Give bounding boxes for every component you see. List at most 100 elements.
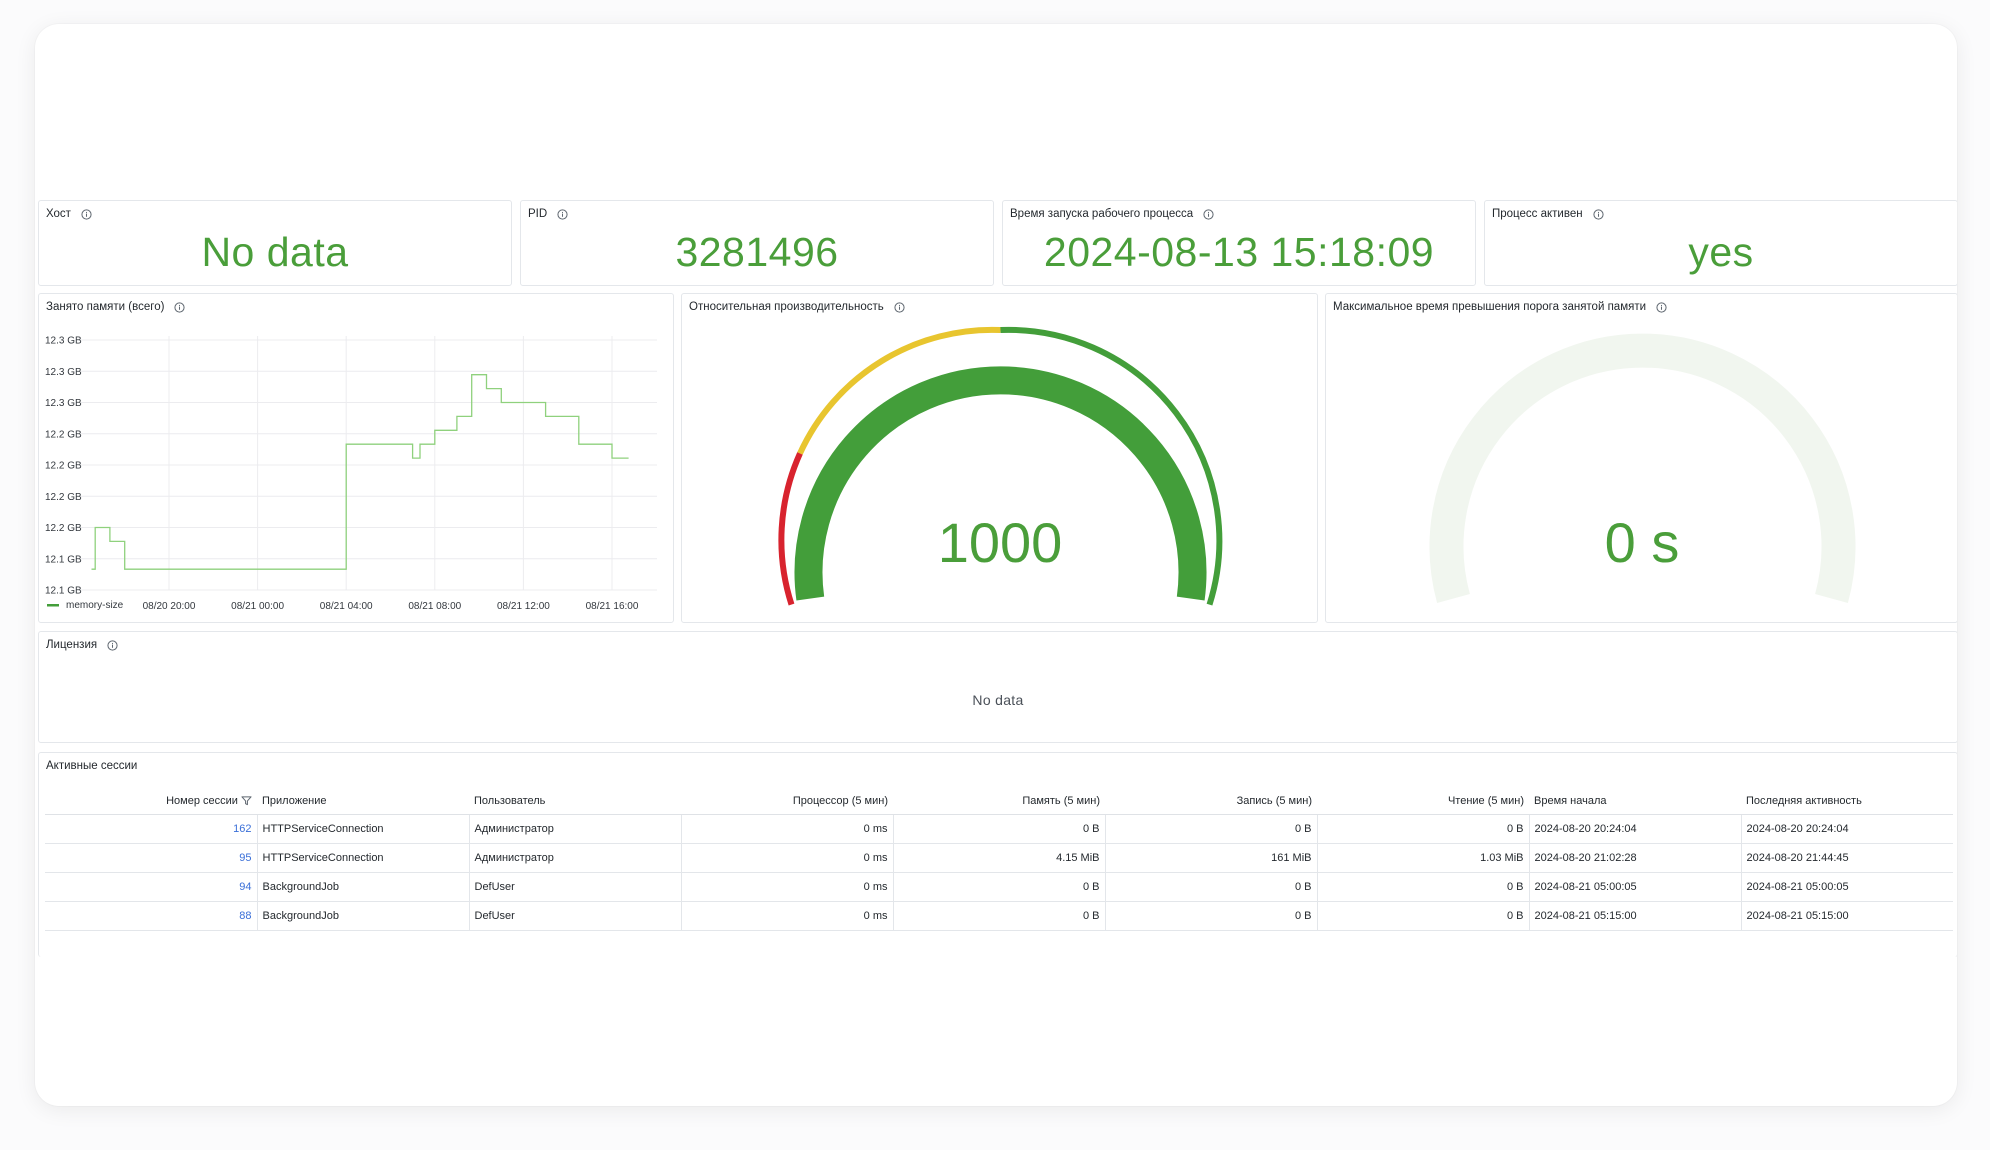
cell-cpu: 0 ms bbox=[681, 872, 894, 902]
cell-last-activity: 2024-08-20 20:24:04 bbox=[1741, 814, 1953, 844]
gauge-value-arc bbox=[794, 366, 1207, 601]
x-tick-label: 08/21 00:00 bbox=[231, 601, 284, 612]
table-row[interactable]: 94 BackgroundJob DefUser 0 ms 0 B 0 B 0 … bbox=[45, 872, 1953, 902]
x-tick-label: 08/21 16:00 bbox=[586, 601, 639, 612]
cell-application: BackgroundJob bbox=[257, 901, 470, 931]
panel-title: Процесс активен bbox=[1492, 208, 1583, 220]
gauge-threshold-green bbox=[1000, 326, 1223, 606]
start-time-stat-panel: Время запуска рабочего процесса 2024-08-… bbox=[1002, 200, 1476, 286]
license-panel: Лицензия No data bbox=[38, 631, 1957, 743]
cell-write: 0 B bbox=[1105, 814, 1318, 844]
legend-label: memory-size bbox=[66, 600, 124, 611]
sessions-table: Номер сессии Приложение Пользователь Про… bbox=[45, 787, 1953, 931]
info-icon[interactable] bbox=[1656, 301, 1667, 313]
cell-user: Администратор bbox=[469, 814, 682, 844]
cell-memory: 0 B bbox=[893, 814, 1106, 844]
cell-memory: 4.15 MiB bbox=[893, 843, 1106, 873]
gauge-threshold-red bbox=[778, 452, 803, 606]
cell-start-time: 2024-08-20 21:02:28 bbox=[1529, 843, 1742, 873]
panel-title: Лицензия bbox=[46, 639, 98, 651]
host-value: No data bbox=[201, 229, 349, 275]
start-time-value: 2024-08-13 15:18:09 bbox=[1043, 229, 1435, 275]
x-tick-label: 08/21 04:00 bbox=[320, 601, 373, 612]
process-active-stat-panel: Процесс активен yes bbox=[1484, 200, 1957, 286]
x-tick-label: 08/21 08:00 bbox=[408, 601, 461, 612]
cell-application: HTTPServiceConnection bbox=[257, 814, 470, 844]
legend-swatch bbox=[47, 604, 59, 607]
y-tick-label: 12.2 GB bbox=[45, 461, 82, 472]
x-tick-label: 08/20 20:00 bbox=[143, 601, 196, 612]
column-header-session[interactable]: Номер сессии bbox=[45, 787, 257, 815]
cell-cpu: 0 ms bbox=[681, 843, 894, 873]
cell-read: 0 B bbox=[1317, 901, 1530, 931]
x-tick-label: 08/21 12:00 bbox=[497, 601, 550, 612]
performance-gauge-panel: Относительная производительность 1000 bbox=[681, 293, 1318, 623]
cell-read: 0 B bbox=[1317, 814, 1530, 844]
y-tick-label: 12.3 GB bbox=[45, 398, 82, 409]
info-icon[interactable] bbox=[894, 301, 905, 313]
column-header-start-time[interactable]: Время начала bbox=[1529, 787, 1741, 815]
cell-memory: 0 B bbox=[893, 901, 1106, 931]
cell-user: DefUser bbox=[469, 901, 682, 931]
column-header-last-activity[interactable]: Последняя активность bbox=[1741, 787, 1953, 815]
y-tick-label: 12.2 GB bbox=[45, 523, 82, 534]
cell-last-activity: 2024-08-21 05:15:00 bbox=[1741, 901, 1953, 931]
table-row[interactable]: 162 HTTPServiceConnection Администратор … bbox=[45, 814, 1953, 844]
memory-chart[interactable]: 12.3 GB 12.3 GB 12.3 GB 12.2 GB 12.2 GB 12.2 … bbox=[39, 294, 675, 624]
y-tick-label: 12.1 GB bbox=[45, 586, 82, 597]
cell-last-activity: 2024-08-20 21:44:45 bbox=[1741, 843, 1953, 873]
pid-value: 3281496 bbox=[675, 229, 839, 275]
session-id-link[interactable]: 88 bbox=[45, 901, 258, 931]
gauge-value: 1000 bbox=[938, 511, 1063, 574]
cell-application: BackgroundJob bbox=[257, 872, 470, 902]
sessions-panel: Активные сессии Номер сессии Приложение … bbox=[38, 752, 1957, 957]
table-row[interactable]: 95 HTTPServiceConnection Администратор 0… bbox=[45, 843, 1953, 873]
info-icon[interactable] bbox=[174, 301, 186, 313]
session-id-link[interactable]: 162 bbox=[45, 814, 258, 844]
table-row[interactable]: 88 BackgroundJob DefUser 0 ms 0 B 0 B 0 … bbox=[45, 901, 1953, 931]
info-icon[interactable] bbox=[1203, 208, 1214, 220]
info-icon[interactable] bbox=[557, 208, 568, 220]
column-header-read[interactable]: Чтение (5 мин) bbox=[1317, 787, 1529, 815]
filter-icon[interactable] bbox=[241, 795, 252, 806]
pid-stat-panel: PID 3281496 bbox=[520, 200, 994, 286]
cell-user: DefUser bbox=[469, 872, 682, 902]
cell-write: 0 B bbox=[1105, 872, 1318, 902]
cell-user: Администратор bbox=[469, 843, 682, 873]
series-line-memory-size bbox=[91, 374, 629, 570]
cell-write: 0 B bbox=[1105, 901, 1318, 931]
performance-gauge: 1000 bbox=[778, 326, 1223, 606]
y-tick-label: 12.2 GB bbox=[45, 492, 82, 503]
panel-title: Относительная производительность bbox=[689, 301, 884, 313]
session-id-link[interactable]: 94 bbox=[45, 872, 258, 902]
cell-read: 1.03 MiB bbox=[1317, 843, 1530, 873]
info-icon[interactable] bbox=[107, 639, 118, 651]
y-tick-label: 12.3 GB bbox=[45, 336, 82, 347]
column-header-cpu[interactable]: Процессор (5 мин) bbox=[681, 787, 893, 815]
cell-last-activity: 2024-08-21 05:00:05 bbox=[1741, 872, 1953, 902]
column-header-user[interactable]: Пользователь bbox=[469, 787, 681, 815]
cell-read: 0 B bbox=[1317, 872, 1530, 902]
info-icon[interactable] bbox=[1593, 208, 1604, 220]
process-active-value: yes bbox=[1688, 229, 1754, 275]
column-header-memory[interactable]: Память (5 мин) bbox=[893, 787, 1105, 815]
cell-start-time: 2024-08-21 05:00:05 bbox=[1529, 872, 1742, 902]
panel-title: Занято памяти (всего) bbox=[46, 301, 165, 313]
memory-chart-panel: Занято памяти (всего) 12.3 GB 12.3 GB 12.3… bbox=[38, 293, 674, 623]
panel-title: Время запуска рабочего процесса bbox=[1010, 208, 1194, 220]
y-tick-label: 12.3 GB bbox=[45, 367, 82, 378]
cell-write: 161 MiB bbox=[1105, 843, 1318, 873]
column-header-application[interactable]: Приложение bbox=[257, 787, 469, 815]
session-id-link[interactable]: 95 bbox=[45, 843, 258, 873]
cell-application: HTTPServiceConnection bbox=[257, 843, 470, 873]
panel-title: PID bbox=[528, 208, 548, 220]
panel-title: Активные сессии bbox=[46, 760, 138, 772]
cell-start-time: 2024-08-21 05:15:00 bbox=[1529, 901, 1742, 931]
host-stat-panel: Хост No data bbox=[38, 200, 512, 286]
info-icon[interactable] bbox=[81, 208, 92, 220]
license-no-data: No data bbox=[972, 692, 1024, 708]
y-tick-label: 12.2 GB bbox=[45, 429, 82, 440]
dashboard-frame: Хост No data PID 3281496 Время запуска р… bbox=[35, 24, 1957, 1106]
column-header-write[interactable]: Запись (5 мин) bbox=[1105, 787, 1317, 815]
gauge-track bbox=[1429, 333, 1856, 603]
